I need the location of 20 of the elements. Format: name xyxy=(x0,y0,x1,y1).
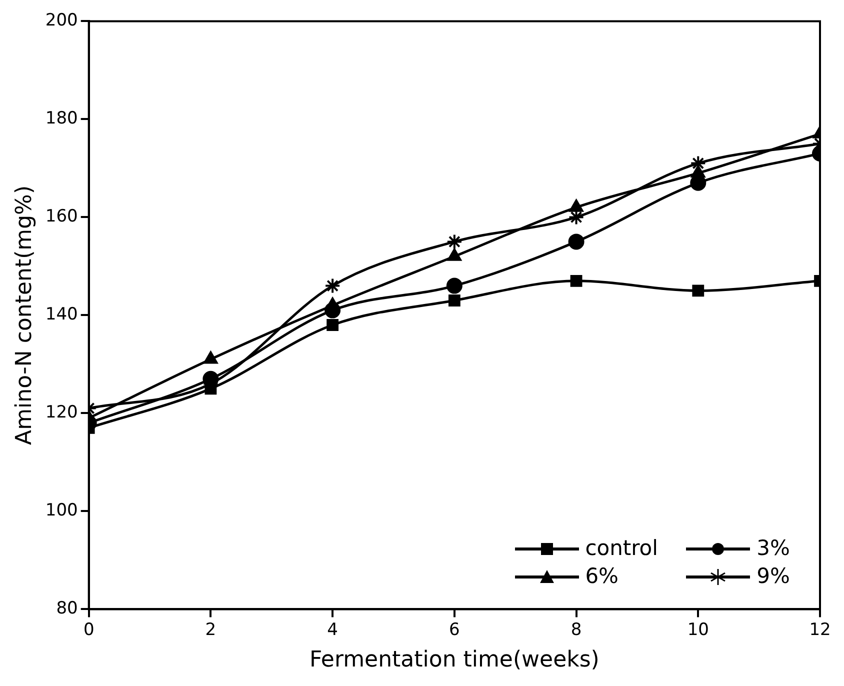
x-axis-title: Fermentation time(weeks) xyxy=(309,648,600,673)
x-tick-label: 6 xyxy=(449,620,460,640)
y-tick-label: 180 xyxy=(45,108,78,129)
x-tick-label: 4 xyxy=(327,620,338,640)
y-tick-label: 80 xyxy=(56,598,78,619)
y-tick-label: 100 xyxy=(45,500,78,521)
y-tick-label: 140 xyxy=(45,304,78,325)
x-tick-label: 10 xyxy=(687,620,709,640)
y-axis-title: Amino-N content(mg%) xyxy=(12,185,37,445)
x-tick-label: 8 xyxy=(570,620,582,640)
y-tick-label: 120 xyxy=(45,402,78,423)
y-tick-label: 200 xyxy=(45,10,78,31)
legend-label: 9% xyxy=(756,564,790,588)
legend-label: 6% xyxy=(585,564,619,588)
x-tick-label: 12 xyxy=(809,620,831,640)
y-tick-label: 160 xyxy=(45,206,78,227)
x-tick-label: 0 xyxy=(83,620,94,640)
x-tick-label: 2 xyxy=(205,620,216,640)
legend-label: control xyxy=(585,536,658,560)
legend-label: 3% xyxy=(756,536,790,560)
